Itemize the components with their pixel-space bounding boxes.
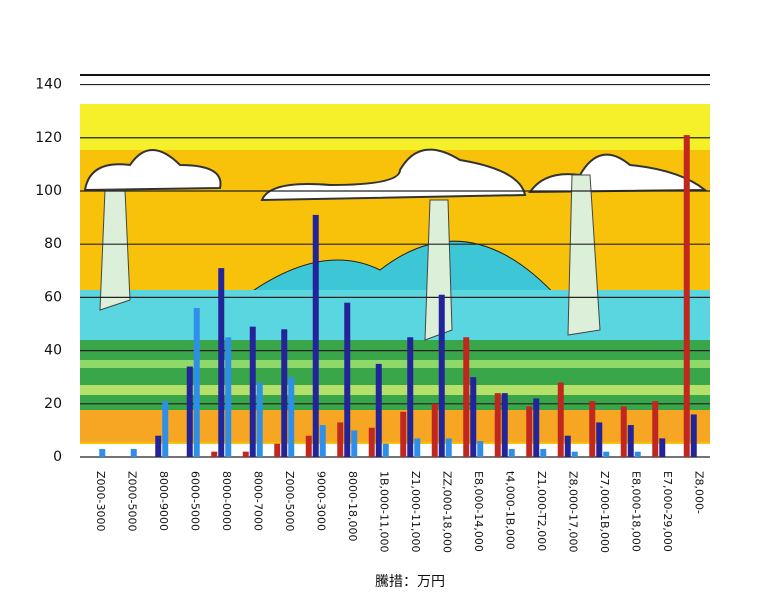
cloud: [83, 149, 222, 192]
bar: [368, 427, 375, 457]
bar: [225, 337, 232, 457]
stripe: [80, 385, 710, 395]
bar: [589, 401, 596, 457]
x-tick-label: 6000-5000: [188, 471, 201, 531]
x-tick-label: Z8,000-17,000: [566, 471, 579, 553]
bar: [400, 411, 407, 457]
bar: [470, 377, 477, 457]
sky-band: [80, 104, 710, 150]
bar: [344, 302, 351, 457]
x-tick-label: Z1,000-11,000: [409, 471, 422, 553]
bar: [634, 451, 641, 457]
bar: [281, 329, 288, 457]
bar: [603, 451, 610, 457]
bar: [683, 135, 690, 457]
bar: [627, 425, 634, 457]
x-tick-label: Z8,000-: [692, 471, 705, 514]
bar: [557, 382, 564, 457]
x-tick-label: 8000-18,000: [346, 471, 359, 541]
bar: [337, 422, 344, 457]
bar: [533, 398, 540, 457]
smoke: [424, 199, 453, 341]
x-tick-label: 8000-9000: [157, 471, 170, 531]
y-tick-label: 140: [35, 77, 62, 93]
x-tick-label: Z1,000-T2,000: [535, 471, 548, 551]
x-tick-label: 9000-3000: [314, 471, 327, 531]
bar: [508, 449, 515, 457]
bar: [445, 438, 452, 457]
bar: [288, 377, 295, 457]
smoke: [99, 189, 131, 311]
bar: [249, 326, 256, 457]
x-tick-label: 8000-7000: [251, 471, 264, 531]
y-tick-label: 120: [35, 130, 62, 146]
bar: [540, 449, 547, 457]
cloud: [260, 148, 527, 202]
bar: [162, 401, 169, 457]
background-scene: [80, 104, 710, 444]
water: [80, 290, 710, 345]
bar: [477, 441, 484, 457]
bar: [690, 414, 697, 457]
bar: [99, 449, 106, 457]
y-tick-label: 60: [44, 289, 62, 305]
bar: [305, 435, 312, 457]
bar: [526, 406, 533, 457]
x-axis-label: 騰措：万円: [375, 573, 445, 590]
bar: [211, 451, 218, 457]
bar: [351, 430, 358, 457]
y-tick-label: 40: [44, 343, 62, 359]
bar: [382, 443, 389, 457]
bar: [193, 308, 200, 457]
x-tick-label: E7,000-29,000: [661, 471, 674, 552]
bar: [501, 393, 508, 457]
bar: [407, 337, 414, 457]
bar: [431, 403, 438, 457]
ground: [80, 340, 710, 410]
bar: [242, 451, 249, 457]
bar: [186, 366, 193, 457]
bar: [130, 449, 137, 457]
bar: [312, 214, 319, 457]
stripe: [80, 360, 710, 368]
hill: [238, 240, 562, 301]
bar: [414, 438, 421, 457]
y-tick-label: 20: [44, 396, 62, 412]
bar: [652, 401, 659, 457]
bar: [274, 443, 281, 457]
bar: [375, 363, 382, 457]
x-tick-label: t4,000-1B,000: [503, 471, 516, 550]
x-tick-label: E8,000-14,000: [472, 471, 485, 552]
y-tick-label: 100: [35, 183, 62, 199]
bar: [319, 425, 326, 457]
x-tick-label: E8,000-18,000: [629, 471, 642, 552]
x-tick-label: 1B,000-11,000: [377, 471, 390, 553]
bar: [256, 382, 263, 457]
x-tick-label: Z000-5000: [283, 471, 296, 532]
bar: [571, 451, 578, 457]
bar: [620, 406, 627, 457]
ground-band: [80, 410, 710, 442]
x-tick-label: 8000-0000: [220, 471, 233, 531]
x-tick-label: Z000-3000: [94, 471, 107, 532]
y-tick-label: 0: [53, 449, 62, 465]
x-tick-label: ZZ,000-18,000: [440, 471, 453, 553]
bar: [596, 422, 603, 457]
bar: [438, 294, 445, 457]
bar: [155, 435, 162, 457]
smoke: [567, 174, 601, 336]
bar: [659, 438, 666, 457]
x-tick-label: Z7,000-1B,000: [598, 471, 611, 553]
y-tick-label: 80: [44, 236, 62, 252]
bar: [218, 268, 225, 457]
bar: [494, 393, 501, 457]
bar: [564, 435, 571, 457]
x-tick-label: Z000-5000: [125, 471, 138, 532]
bar: [463, 337, 470, 457]
